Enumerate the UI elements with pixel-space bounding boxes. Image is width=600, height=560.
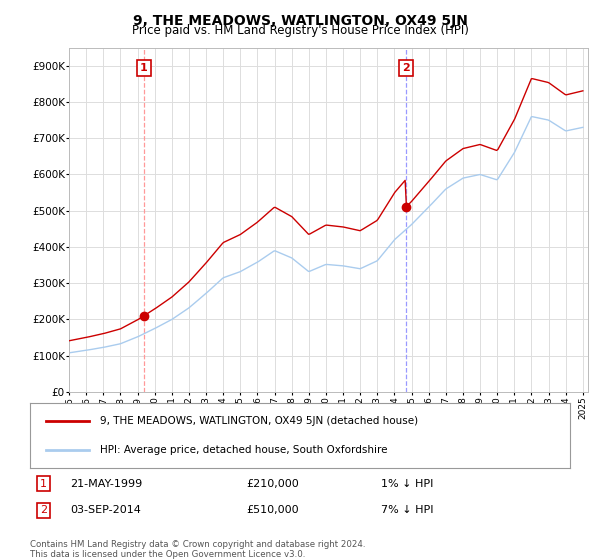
Text: 2: 2 <box>40 505 47 515</box>
Text: 9, THE MEADOWS, WATLINGTON, OX49 5JN (detached house): 9, THE MEADOWS, WATLINGTON, OX49 5JN (de… <box>100 416 418 426</box>
Text: £510,000: £510,000 <box>246 505 299 515</box>
Text: Price paid vs. HM Land Registry's House Price Index (HPI): Price paid vs. HM Land Registry's House … <box>131 24 469 37</box>
Text: 1% ↓ HPI: 1% ↓ HPI <box>381 479 433 489</box>
Text: 1: 1 <box>140 63 148 73</box>
Text: 1: 1 <box>40 479 47 489</box>
Text: 7% ↓ HPI: 7% ↓ HPI <box>381 505 433 515</box>
Text: 9, THE MEADOWS, WATLINGTON, OX49 5JN: 9, THE MEADOWS, WATLINGTON, OX49 5JN <box>133 14 467 28</box>
Text: 03-SEP-2014: 03-SEP-2014 <box>71 505 142 515</box>
Text: £210,000: £210,000 <box>246 479 299 489</box>
Text: HPI: Average price, detached house, South Oxfordshire: HPI: Average price, detached house, Sout… <box>100 445 388 455</box>
Text: Contains HM Land Registry data © Crown copyright and database right 2024.
This d: Contains HM Land Registry data © Crown c… <box>30 540 365 559</box>
Text: 21-MAY-1999: 21-MAY-1999 <box>71 479 143 489</box>
Text: 2: 2 <box>402 63 410 73</box>
